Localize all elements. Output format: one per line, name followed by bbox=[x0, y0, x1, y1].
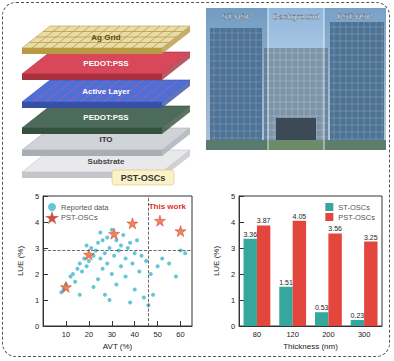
svg-text:LUE (%): LUE (%) bbox=[16, 246, 25, 277]
svg-text:120: 120 bbox=[286, 330, 299, 339]
svg-text:PST-OSCs: PST-OSCs bbox=[338, 213, 375, 222]
svg-text:4: 4 bbox=[35, 218, 39, 227]
svg-text:60: 60 bbox=[176, 330, 184, 339]
svg-text:Ag Grid: Ag Grid bbox=[91, 33, 120, 42]
svg-text:ST-OSCs: ST-OSCs bbox=[338, 203, 370, 212]
svg-text:80: 80 bbox=[253, 330, 261, 339]
svg-text:Reported data: Reported data bbox=[61, 203, 109, 212]
svg-text:3.87: 3.87 bbox=[257, 217, 271, 224]
svg-text:0: 0 bbox=[35, 322, 39, 331]
svg-text:5: 5 bbox=[35, 192, 39, 201]
svg-text:300: 300 bbox=[358, 330, 371, 339]
svg-text:Active Layer: Active Layer bbox=[82, 87, 130, 96]
svg-text:Substrate: Substrate bbox=[88, 157, 125, 166]
svg-text:AVT (%): AVT (%) bbox=[103, 342, 133, 351]
svg-text:2: 2 bbox=[35, 270, 39, 279]
svg-text:0.53: 0.53 bbox=[315, 304, 329, 311]
svg-text:1: 1 bbox=[231, 296, 235, 305]
svg-text:Background: Background bbox=[273, 12, 320, 21]
svg-text:50: 50 bbox=[153, 330, 161, 339]
svg-text:2: 2 bbox=[231, 270, 235, 279]
svg-text:3.25: 3.25 bbox=[364, 234, 378, 241]
svg-text:3: 3 bbox=[231, 244, 235, 253]
svg-text:PEDOT:PSS: PEDOT:PSS bbox=[83, 113, 129, 122]
svg-text:1.51: 1.51 bbox=[279, 279, 293, 286]
svg-text:Thickness (nm): Thickness (nm) bbox=[283, 342, 338, 351]
svg-text:PST-OSC: PST-OSC bbox=[337, 12, 372, 21]
svg-text:0: 0 bbox=[231, 322, 235, 331]
svg-text:10: 10 bbox=[62, 330, 70, 339]
svg-text:PEDOT:PSS: PEDOT:PSS bbox=[83, 59, 129, 68]
svg-text:This work: This work bbox=[149, 202, 187, 211]
svg-text:200: 200 bbox=[322, 330, 335, 339]
svg-text:3.36: 3.36 bbox=[243, 231, 257, 238]
svg-text:3.56: 3.56 bbox=[328, 225, 342, 232]
svg-text:20: 20 bbox=[85, 330, 93, 339]
svg-text:LUE (%): LUE (%) bbox=[212, 246, 221, 277]
svg-text:1: 1 bbox=[35, 296, 39, 305]
svg-text:PST-OSCs: PST-OSCs bbox=[61, 213, 98, 222]
svg-text:30: 30 bbox=[108, 330, 116, 339]
svg-text:3: 3 bbox=[35, 244, 39, 253]
svg-text:PST-OSCs: PST-OSCs bbox=[121, 173, 166, 183]
svg-text:0.23: 0.23 bbox=[351, 312, 365, 319]
svg-text:5: 5 bbox=[231, 192, 235, 201]
svg-text:ST-OSC: ST-OSC bbox=[222, 12, 252, 21]
svg-text:40: 40 bbox=[131, 330, 139, 339]
svg-text:4: 4 bbox=[231, 218, 235, 227]
svg-text:ITO: ITO bbox=[99, 135, 112, 144]
svg-text:4.05: 4.05 bbox=[293, 213, 307, 220]
